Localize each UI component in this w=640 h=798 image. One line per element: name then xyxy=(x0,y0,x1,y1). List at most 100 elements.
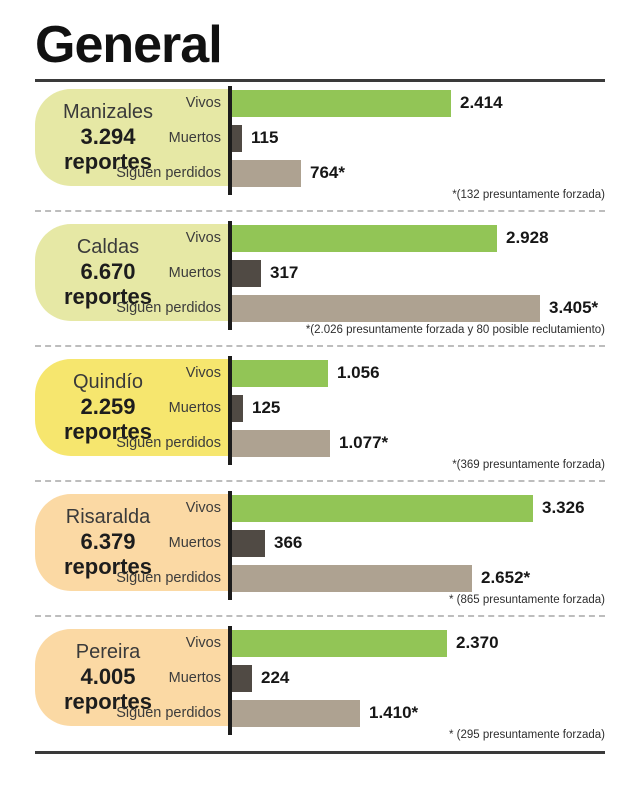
bar-label-siguen-perdidos: Siguen perdidos xyxy=(116,705,221,722)
infographic-page: General Manizales 3.294 reportes Vivos xyxy=(0,16,640,754)
bar-muertos xyxy=(232,124,242,152)
region-report-count: 6.379 xyxy=(80,529,136,555)
bar-label-siguen-perdidos: Siguen perdidos xyxy=(116,300,221,317)
bar-value-vivos: 2.928 xyxy=(506,228,549,248)
bar-row-vivos: Vivos 2.414 xyxy=(35,89,605,117)
bar-label-muertos: Muertos xyxy=(168,130,221,147)
region-blocks: Manizales 3.294 reportes Vivos 2.414 Mue… xyxy=(35,85,605,742)
region-report-label: reportes xyxy=(63,149,153,175)
region-name: Caldas xyxy=(76,236,140,259)
bar-muertos xyxy=(232,394,243,422)
dashed-separator xyxy=(35,344,605,347)
bar-row-vivos: Vivos 2.370 xyxy=(35,629,605,657)
bar-rows: Vivos 2.370 Muertos 224 Siguen perdidos … xyxy=(35,629,605,727)
bar-siguen-perdidos xyxy=(232,699,360,727)
region-info: Caldas 6.670 reportes xyxy=(35,224,169,321)
bar-rows: Vivos 2.414 Muertos 115 Siguen perdidos … xyxy=(35,89,605,187)
bar-value-muertos: 366 xyxy=(274,533,303,553)
region-box: Risaralda 6.379 reportes xyxy=(35,493,230,591)
bar-row-muertos: Muertos 115 xyxy=(35,124,605,152)
bar-value-vivos: 3.326 xyxy=(542,498,585,518)
dashed-separator xyxy=(35,479,605,482)
region-box: Quindío 2.259 reportes xyxy=(35,358,230,456)
bar-row-vivos: Vivos 3.326 xyxy=(35,494,605,522)
bar-label-vivos: Vivos xyxy=(185,365,221,382)
bar-muertos xyxy=(232,664,252,692)
bottom-divider xyxy=(35,750,605,754)
region-box: Caldas 6.670 reportes xyxy=(35,223,230,321)
bar-value-muertos: 317 xyxy=(270,263,299,283)
chart-area: Caldas 6.670 reportes Vivos 2.928 Muerto… xyxy=(35,220,605,330)
bar-row-muertos: Muertos 317 xyxy=(35,259,605,287)
region-name: Manizales xyxy=(62,101,154,124)
bar-row-siguen-perdidos: Siguen perdidos 1.077* xyxy=(35,429,605,457)
bar-label-siguen-perdidos: Siguen perdidos xyxy=(116,165,221,182)
region-info: Pereira 4.005 reportes xyxy=(35,629,169,726)
bar-label-vivos: Vivos xyxy=(185,95,221,112)
bar-row-muertos: Muertos 224 xyxy=(35,664,605,692)
bar-label-siguen-perdidos: Siguen perdidos xyxy=(116,435,221,452)
page-title: General xyxy=(35,16,223,74)
bar-row-vivos: Vivos 1.056 xyxy=(35,359,605,387)
region-block-quindio: Quindío 2.259 reportes Vivos 1.056 Muert… xyxy=(35,355,605,482)
bar-vivos xyxy=(232,224,497,252)
region-block-pereira: Pereira 4.005 reportes Vivos 2.370 Muert… xyxy=(35,625,605,742)
bar-label-siguen-perdidos: Siguen perdidos xyxy=(116,570,221,587)
region-report-label: reportes xyxy=(63,284,153,310)
region-block-risaralda: Risaralda 6.379 reportes Vivos 3.326 Mue… xyxy=(35,490,605,617)
bar-value-siguen-perdidos: 2.652* xyxy=(481,568,531,588)
bar-siguen-perdidos xyxy=(232,429,330,457)
bar-siguen-perdidos xyxy=(232,294,540,322)
bar-vivos xyxy=(232,494,533,522)
region-report-label: reportes xyxy=(63,419,153,445)
bar-value-siguen-perdidos: 3.405* xyxy=(549,298,599,318)
bar-row-muertos: Muertos 366 xyxy=(35,529,605,557)
region-name: Pereira xyxy=(75,641,141,664)
bar-row-muertos: Muertos 125 xyxy=(35,394,605,422)
bar-value-muertos: 115 xyxy=(251,128,279,148)
footnote: *(2.026 presuntamente forzada y 80 posib… xyxy=(305,323,605,336)
axis-line xyxy=(228,355,232,465)
region-info: Manizales 3.294 reportes xyxy=(35,89,169,186)
bar-value-siguen-perdidos: 1.410* xyxy=(369,703,419,723)
footnote: * (295 presuntamente forzada) xyxy=(449,728,605,741)
footnote: * (865 presuntamente forzada) xyxy=(449,593,605,606)
region-info: Quindío 2.259 reportes xyxy=(35,359,169,456)
footnote: *(369 presuntamente forzada) xyxy=(452,458,605,471)
bar-rows: Vivos 2.928 Muertos 317 Siguen perdidos … xyxy=(35,224,605,322)
region-report-count: 4.005 xyxy=(80,664,136,690)
bar-label-vivos: Vivos xyxy=(185,230,221,247)
bar-label-vivos: Vivos xyxy=(185,500,221,517)
axis-line xyxy=(228,625,232,735)
bar-value-vivos: 2.414 xyxy=(460,93,503,113)
chart-area: Risaralda 6.379 reportes Vivos 3.326 Mue… xyxy=(35,490,605,600)
region-name: Quindío xyxy=(72,371,144,394)
region-info: Risaralda 6.379 reportes xyxy=(35,494,169,591)
region-report-count: 2.259 xyxy=(80,394,136,420)
region-block-caldas: Caldas 6.670 reportes Vivos 2.928 Muerto… xyxy=(35,220,605,347)
bar-muertos xyxy=(232,259,261,287)
region-report-label: reportes xyxy=(63,689,153,715)
region-report-label: reportes xyxy=(63,554,153,580)
bar-value-vivos: 1.056 xyxy=(337,363,380,383)
bar-siguen-perdidos xyxy=(232,159,301,187)
bar-vivos xyxy=(232,89,451,117)
bar-siguen-perdidos xyxy=(232,564,472,592)
dashed-separator xyxy=(35,209,605,212)
bar-value-muertos: 125 xyxy=(252,398,281,418)
footnote: *(132 presuntamente forzada) xyxy=(452,188,605,201)
bar-row-siguen-perdidos: Siguen perdidos 764* xyxy=(35,159,605,187)
bar-row-siguen-perdidos: Siguen perdidos 2.652* xyxy=(35,564,605,592)
bar-value-siguen-perdidos: 764* xyxy=(310,163,345,183)
region-report-count: 6.670 xyxy=(80,259,136,285)
bar-rows: Vivos 3.326 Muertos 366 Siguen perdidos … xyxy=(35,494,605,592)
region-box: Manizales 3.294 reportes xyxy=(35,88,230,186)
bar-rows: Vivos 1.056 Muertos 125 Siguen perdidos … xyxy=(35,359,605,457)
axis-line xyxy=(228,220,232,330)
region-name: Risaralda xyxy=(65,506,151,529)
region-report-count: 3.294 xyxy=(80,124,136,150)
bar-label-vivos: Vivos xyxy=(185,635,221,652)
bar-row-siguen-perdidos: Siguen perdidos 1.410* xyxy=(35,699,605,727)
bar-value-siguen-perdidos: 1.077* xyxy=(339,433,389,453)
bar-label-muertos: Muertos xyxy=(168,535,221,552)
